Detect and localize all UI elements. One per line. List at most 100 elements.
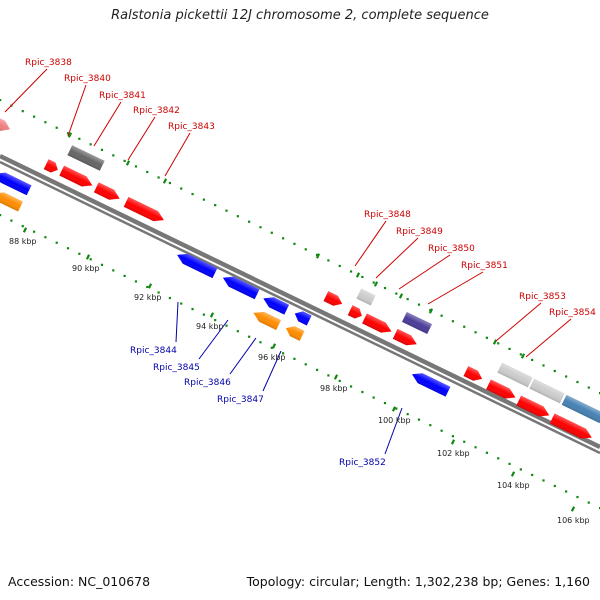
gene-arrow-shade [412, 373, 451, 397]
gene-feature [497, 362, 533, 388]
leader-line [495, 302, 542, 342]
tick-dot-outer [236, 215, 239, 218]
tick-dot-outer [89, 143, 92, 146]
tick-dot-outer [463, 325, 466, 328]
tick-dot-outer [112, 154, 115, 157]
gene-arrow-shade [362, 313, 392, 333]
leader-line [127, 116, 156, 161]
tick-dot-inner [236, 330, 239, 333]
tick-dot-outer [134, 165, 138, 168]
scale-label: 94 kbp [196, 322, 224, 331]
tick-dot-inner [32, 230, 36, 233]
major-tick [570, 506, 576, 512]
gene-arrow-shade [561, 394, 600, 424]
tick-dot-inner [180, 302, 183, 305]
gene-feature [323, 291, 343, 306]
tick-dot-inner [248, 335, 251, 338]
tick-dot-inner [202, 313, 205, 316]
leader-line [229, 337, 257, 375]
major-tick [125, 160, 131, 166]
tick-dot-inner [576, 495, 579, 499]
gene-feature [285, 326, 305, 341]
tick-dot-outer [157, 176, 160, 179]
leader-line [398, 254, 451, 290]
gene-label-reverse: Rpic_3845 [153, 363, 200, 373]
gene-label-forward: Rpic_3848 [364, 210, 411, 220]
leader-line [384, 407, 403, 455]
leader-line [175, 301, 179, 343]
gene-arrow-shade [486, 379, 516, 399]
major-tick [147, 283, 153, 289]
gene-arrow-shade [0, 115, 10, 131]
gene-arrow-shade [123, 196, 164, 222]
major-tick [520, 353, 526, 359]
tick-dot-inner [440, 429, 443, 432]
tick-dot-outer [259, 226, 262, 229]
major-tick [271, 343, 277, 349]
gene-label-forward: Rpic_3854 [549, 308, 596, 318]
gene-feature [0, 172, 32, 196]
tick-dot-inner [282, 352, 285, 355]
gene-label-forward: Rpic_3853 [519, 292, 566, 302]
tick-dot-outer [225, 209, 228, 212]
tick-dot-inner [315, 368, 319, 371]
leader-line [67, 84, 87, 137]
leader-line [93, 101, 122, 147]
gene-arrow-shade [43, 159, 58, 173]
tick-dot-inner [531, 473, 534, 477]
gene-label-forward: Rpic_3841 [99, 91, 146, 101]
tick-dot-inner [349, 385, 353, 388]
tick-dot-outer [395, 292, 398, 295]
tick-dot-inner [565, 490, 568, 493]
gene-feature [222, 276, 260, 300]
gene-arrow-shade [549, 413, 592, 439]
gene-feature [529, 378, 565, 404]
map-title: Ralstonia pickettii 12J chromosome 2, co… [111, 8, 489, 23]
tick-dot-outer [66, 132, 70, 135]
tick-dot-outer [248, 220, 251, 223]
gene-feature [67, 145, 105, 171]
tick-dot-inner [259, 341, 262, 344]
gene-arrow-shade [59, 165, 93, 187]
gene-feature [463, 366, 483, 381]
tick-dot-inner [508, 462, 511, 465]
tick-dot-outer [304, 248, 307, 251]
major-tick [162, 178, 168, 184]
tick-dot-outer [282, 237, 285, 240]
tick-dot-outer [383, 286, 387, 290]
leader-line [4, 68, 48, 113]
tick-dot-inner [21, 225, 24, 228]
gene-arrow-shade [402, 311, 432, 335]
accession-label: Accession: NC_010678 [8, 574, 151, 589]
gene-feature [253, 311, 281, 331]
tick-dot-inner [55, 241, 58, 244]
tick-dot-inner [304, 363, 307, 366]
major-tick [428, 308, 434, 314]
gene-feature [486, 379, 516, 399]
tick-dot-inner [44, 236, 47, 239]
tick-dot-inner [383, 401, 387, 405]
tick-dot-inner [66, 247, 70, 250]
gene-label-reverse: Rpic_3847 [217, 395, 264, 405]
tick-dot-inner [168, 296, 172, 300]
tick-dot-outer [349, 270, 353, 273]
tick-dot-outer [417, 303, 421, 306]
leader-line [262, 350, 282, 392]
gene-label-forward: Rpic_3849 [396, 227, 443, 237]
tick-dot-inner [0, 214, 2, 217]
major-tick [355, 272, 361, 278]
gene-feature [561, 394, 600, 424]
major-tick [315, 253, 321, 259]
major-tick [333, 374, 339, 380]
tick-dot-outer [0, 99, 2, 102]
gene-feature [123, 196, 164, 222]
gene-feature [402, 311, 432, 335]
tick-dot-outer [327, 259, 330, 262]
tick-dot-outer [214, 204, 217, 207]
tick-dot-outer [123, 159, 126, 163]
gene-feature [347, 305, 362, 319]
tick-dot-inner [361, 390, 364, 394]
tick-dot-outer [32, 115, 36, 118]
gene-arrow-shade [463, 366, 483, 381]
genome-stats-label: Topology: circular; Length: 1,302,238 bp… [246, 574, 590, 589]
